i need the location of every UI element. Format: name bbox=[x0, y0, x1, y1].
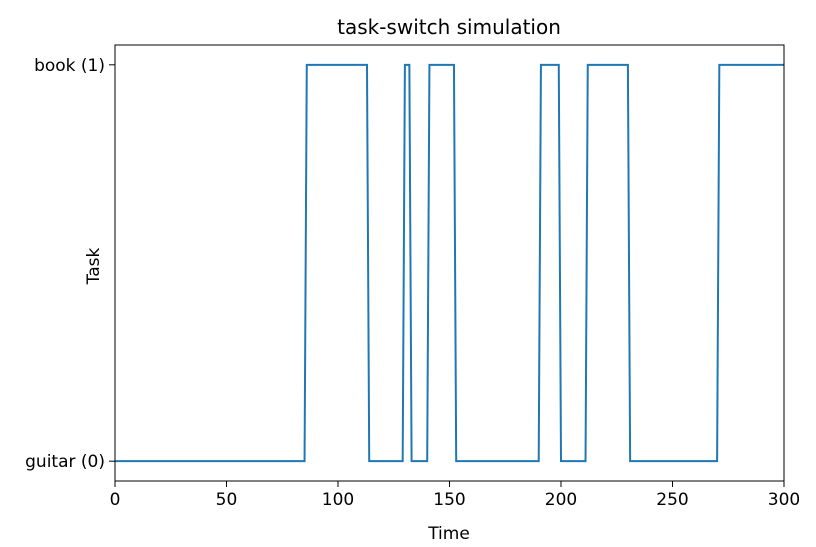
x-tick-label: 150 bbox=[433, 490, 465, 510]
x-tick-label: 300 bbox=[768, 490, 800, 510]
x-axis-label: Time bbox=[427, 524, 470, 544]
axes-frame bbox=[114, 44, 785, 482]
y-tick-label: guitar (0) bbox=[25, 452, 105, 472]
plot-area bbox=[114, 44, 785, 482]
y-axis-label: Task bbox=[84, 248, 104, 286]
x-tick-label: 200 bbox=[545, 490, 577, 510]
x-tick-label: 50 bbox=[216, 490, 238, 510]
y-axis-ticks: guitar (0) book (1) bbox=[25, 56, 115, 472]
chart-title: task-switch simulation bbox=[337, 15, 561, 39]
x-tick-label: 0 bbox=[110, 490, 121, 510]
x-tick-label: 250 bbox=[656, 490, 688, 510]
x-axis-ticks: 0 50 100 150 200 250 300 bbox=[110, 481, 800, 510]
series-line-0 bbox=[115, 63, 784, 463]
x-tick-label: 100 bbox=[322, 490, 354, 510]
y-tick-label: book (1) bbox=[34, 56, 105, 76]
